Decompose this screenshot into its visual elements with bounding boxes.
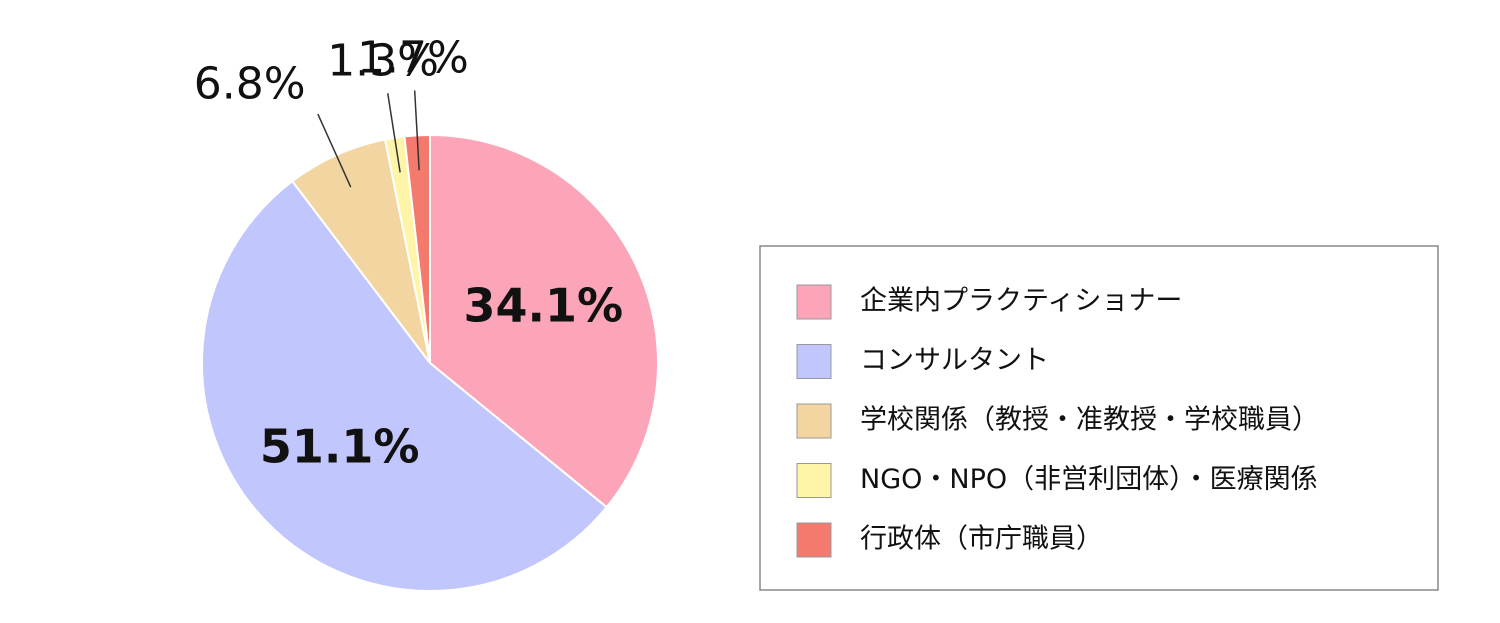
slice-label: 34.1% bbox=[463, 279, 623, 333]
legend-label: 学校関係（教授・准教授・学校職員） bbox=[860, 405, 1319, 436]
legend-swatch bbox=[796, 522, 832, 558]
legend-label: 企業内プラクティショナー bbox=[860, 286, 1182, 317]
legend-swatch bbox=[796, 403, 832, 439]
legend-label: NGO・NPO（非営利団体）・医療関係 bbox=[860, 464, 1318, 495]
pie-slice bbox=[429, 133, 659, 509]
legend-swatch bbox=[796, 463, 832, 498]
slice-label: 1.7% bbox=[357, 32, 469, 83]
leader-line bbox=[413, 90, 420, 171]
leader-line bbox=[386, 93, 401, 173]
legend-swatch bbox=[796, 284, 832, 320]
legend-box bbox=[759, 245, 1439, 591]
legend-label: コンサルタント bbox=[860, 345, 1049, 376]
slice-label: 6.8% bbox=[194, 59, 306, 110]
slice-label: 1.3% bbox=[327, 36, 439, 87]
legend-swatch bbox=[796, 344, 832, 379]
slice-label: 51.1% bbox=[260, 420, 420, 474]
legend-label: 行政体（市庁職員） bbox=[860, 524, 1103, 555]
leader-line bbox=[317, 113, 352, 188]
pie-slice bbox=[201, 179, 609, 592]
